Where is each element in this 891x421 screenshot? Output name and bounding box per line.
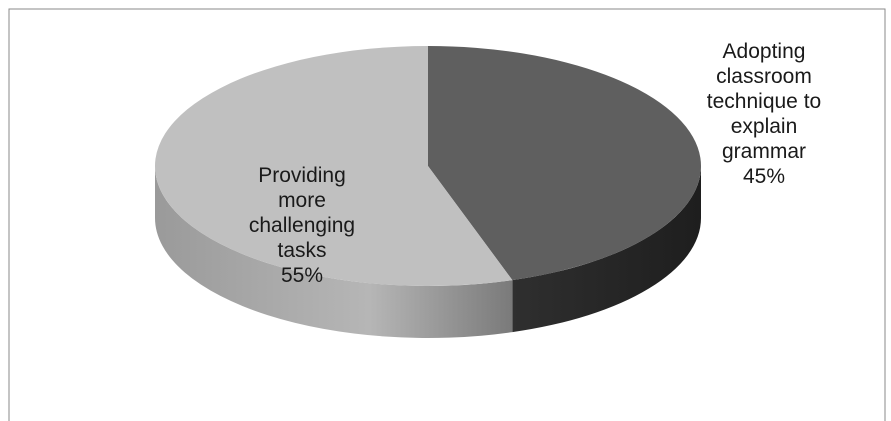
pie-slice-label-line-1-1: more xyxy=(278,189,326,212)
pie-slice-label-1: Providing more challenging tasks 55% xyxy=(249,164,355,287)
pie-slice-label-line-0-4: grammar xyxy=(722,140,806,163)
pie-tops xyxy=(155,46,702,286)
pie-slice-0 xyxy=(428,46,702,281)
pie-slice-label-line-1-2: challenging xyxy=(249,214,355,237)
pie-slice-label-line-1-0: Providing xyxy=(258,164,346,187)
pie-slice-side-1 xyxy=(155,166,513,338)
chart-border xyxy=(8,8,886,421)
pie-slice-label-line-0-3: explain xyxy=(731,115,798,138)
pie-labels: Adopting classroom technique to explain gram… xyxy=(249,40,821,287)
pie-slice-value-1: 55% xyxy=(281,264,323,287)
pie-slice-label-line-0-1: classroom xyxy=(716,65,812,88)
pie-slice-label-line-1-3: tasks xyxy=(277,239,326,262)
pie-slice-1 xyxy=(155,46,513,286)
pie-slice-label-line-0-2: technique to xyxy=(707,90,821,113)
pie-sides xyxy=(155,166,701,338)
pie-slice-label-line-0-0: Adopting xyxy=(723,40,806,63)
pie-slice-side-0 xyxy=(512,166,701,333)
pie-slice-label-0: Adopting classroom technique to explain gram… xyxy=(707,40,821,188)
pie-slice-value-0: 45% xyxy=(743,165,785,188)
